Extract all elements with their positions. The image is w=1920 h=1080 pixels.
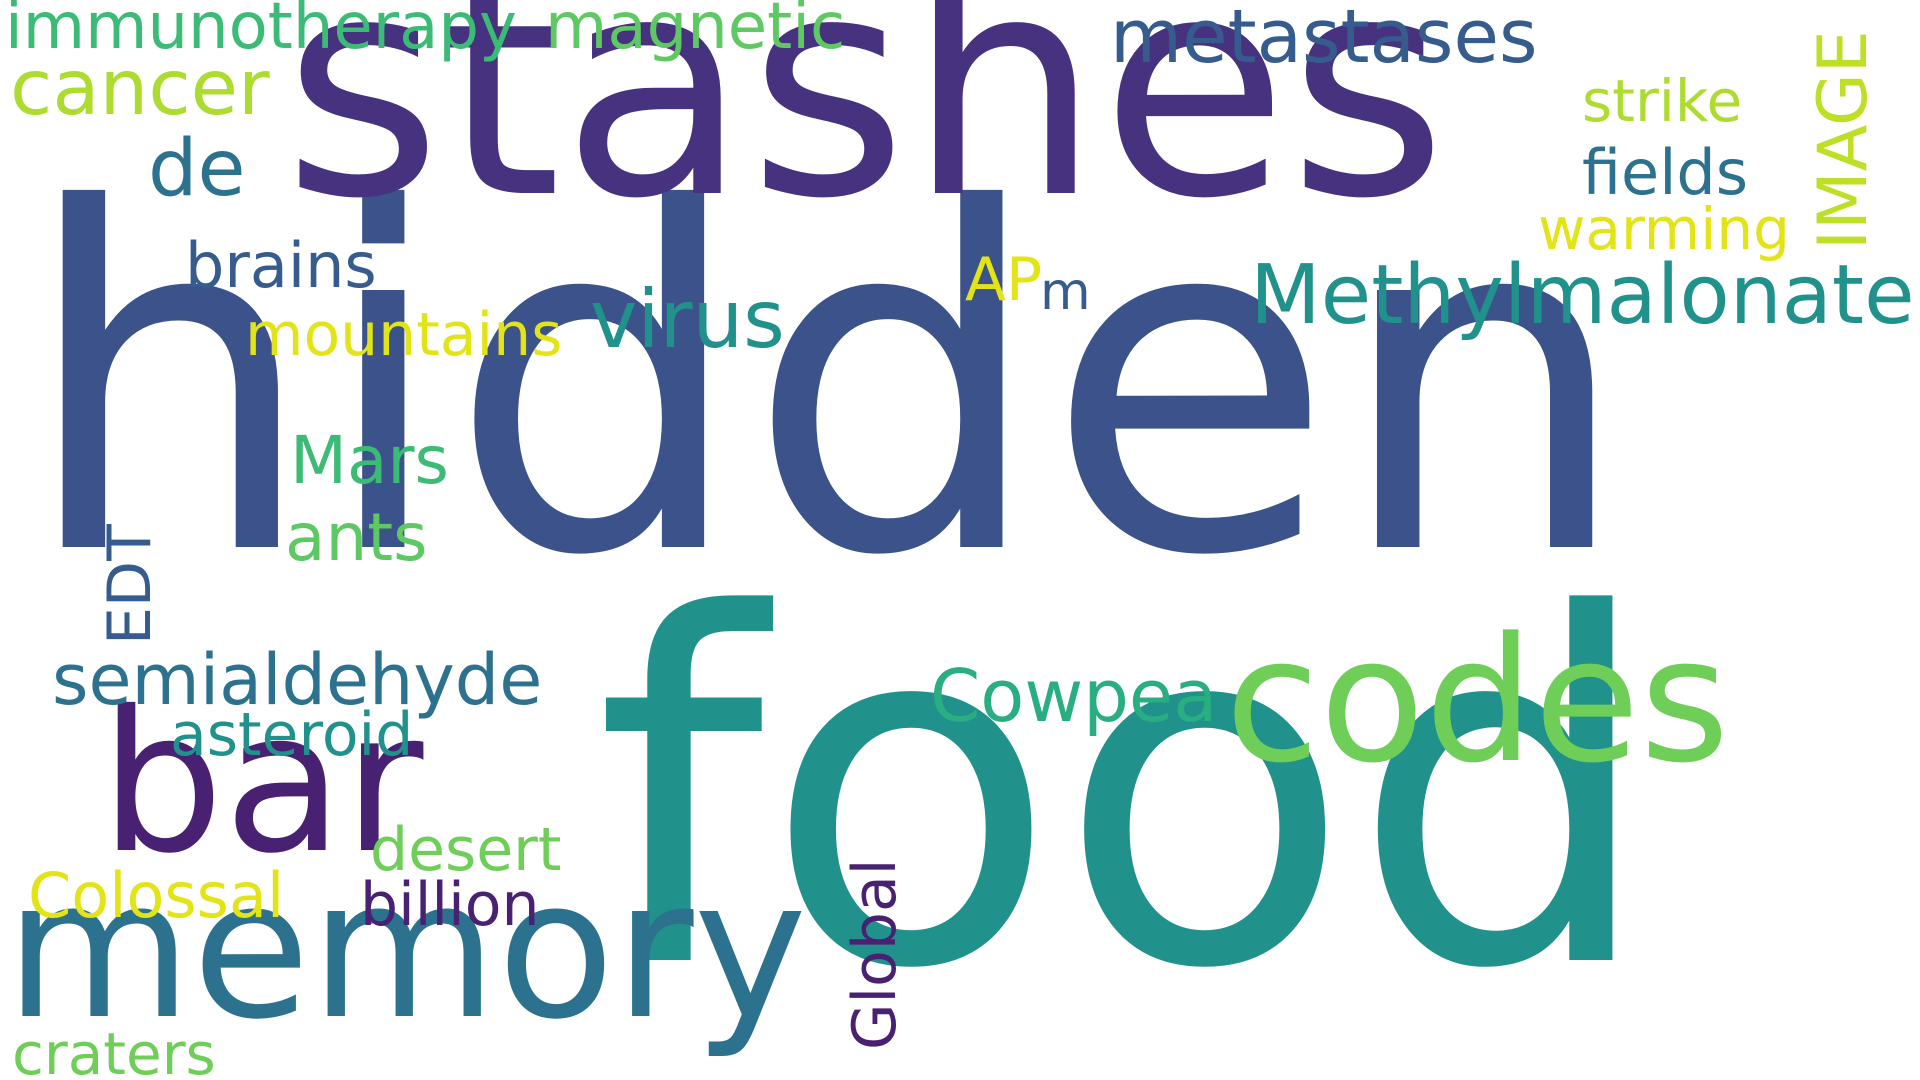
word-hidden: hidden [20, 111, 1633, 658]
word-edt: EDT [95, 524, 165, 645]
word-immunotherapy: immunotherapy [5, 0, 517, 64]
word-billion: billion [360, 870, 540, 940]
word-ants: ants [285, 499, 428, 576]
word-global: Global [840, 858, 910, 1050]
word-brains: brains [185, 229, 377, 302]
word-memory: memory [5, 839, 808, 1062]
word-metastases: metastases [1110, 0, 1538, 80]
word-fields: fields [1582, 136, 1749, 209]
word-food: food [595, 515, 1657, 1074]
word-de: de [148, 124, 246, 214]
word-semialdehyde: semialdehyde [52, 639, 543, 721]
word-asteroid: asteroid [170, 700, 414, 770]
word-virus: virus [590, 273, 785, 366]
word-magnetic: magnetic [545, 0, 846, 64]
word-image: IMAGE [1804, 30, 1883, 250]
word-stashes: stashes [283, 0, 1448, 265]
word-m: m [1040, 262, 1091, 322]
word-bar: bar [100, 669, 424, 896]
word-cowpea: Cowpea [930, 654, 1218, 738]
word-mountains: mountains [245, 300, 563, 370]
word-codes: codes [1225, 600, 1730, 801]
word-strike: strike [1582, 67, 1743, 135]
word-craters: craters [12, 1020, 216, 1080]
word-cancer: cancer [10, 44, 270, 133]
word-colossal: Colossal [28, 859, 285, 932]
word-warming: warming [1538, 195, 1790, 263]
word-mars: Mars [290, 422, 449, 499]
word-desert: desert [370, 815, 562, 885]
word-ap: AP [965, 245, 1043, 315]
word-methylmalonate: Methylmalonate [1250, 248, 1915, 343]
